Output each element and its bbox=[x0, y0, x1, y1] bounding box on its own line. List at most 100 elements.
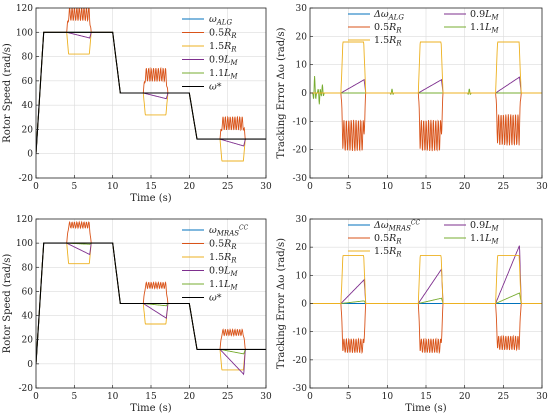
series-line-4 bbox=[310, 255, 542, 304]
y-tick-label: 40 bbox=[22, 312, 34, 322]
y-tick-label: 60 bbox=[22, 287, 34, 297]
x-tick-label: 0 bbox=[307, 392, 313, 402]
series-line-3 bbox=[310, 292, 542, 304]
y-tick-label: 30 bbox=[296, 215, 308, 225]
legend-label-3: 1.1LM​ bbox=[470, 22, 499, 35]
x-axis-label: Time (s) bbox=[130, 403, 171, 414]
legend-label-2: 0.5RR​ bbox=[374, 22, 402, 35]
x-tick-label: 5 bbox=[346, 182, 352, 192]
y-tick-label: 80 bbox=[22, 263, 34, 273]
legend-label-0: ΔωALG​ bbox=[373, 9, 404, 22]
series-line-2 bbox=[310, 303, 542, 355]
y-tick-label: 20 bbox=[296, 32, 308, 42]
plot-area bbox=[310, 41, 542, 152]
y-tick-label: -20 bbox=[293, 356, 308, 366]
y-tick-label: -20 bbox=[19, 384, 34, 394]
x-tick-label: 0 bbox=[307, 182, 313, 192]
y-tick-label: -20 bbox=[293, 146, 308, 156]
legend-label-4: 1.1LM​ bbox=[209, 279, 238, 292]
chart-panel-top-right: 0 5 10 15 20 25 30 -30 -20 -10 0 10 20 30 Tracking Err… bbox=[276, 4, 548, 192]
x-tick-label: 10 bbox=[107, 182, 119, 192]
x-axis-label: Time (s) bbox=[130, 193, 171, 204]
y-tick-label: 0 bbox=[301, 300, 307, 310]
y-tick-label: 60 bbox=[22, 77, 34, 87]
series-line-1 bbox=[36, 220, 266, 364]
y-tick-label: -10 bbox=[293, 328, 308, 338]
legend-label-3: 0.9LM​ bbox=[209, 266, 238, 279]
y-axis-label: Tracking Error Δω (rad/s) bbox=[276, 27, 287, 158]
x-tick-label: 25 bbox=[222, 392, 234, 402]
series-line-4 bbox=[310, 41, 542, 94]
x-tick-label: 30 bbox=[536, 182, 548, 192]
y-tick-label: 80 bbox=[22, 53, 34, 63]
series-line-2 bbox=[310, 92, 542, 152]
legend-label-0: ωALG​ bbox=[209, 14, 232, 27]
y-tick-label: 0 bbox=[27, 360, 33, 370]
x-tick-label: 20 bbox=[184, 392, 196, 402]
legend-label-5: ω* bbox=[209, 82, 222, 93]
x-tick-label: 10 bbox=[107, 392, 119, 402]
x-tick-label: 15 bbox=[145, 392, 157, 402]
y-tick-label: -30 bbox=[293, 384, 308, 394]
legend-label-0: ωMRASCC​ bbox=[209, 225, 249, 238]
plot-area bbox=[36, 220, 266, 376]
y-tick-label: 30 bbox=[296, 4, 308, 14]
y-tick-label: -10 bbox=[293, 117, 308, 127]
x-tick-label: 15 bbox=[145, 182, 157, 192]
x-tick-label: 0 bbox=[33, 392, 39, 402]
series-line-2 bbox=[36, 242, 266, 371]
x-tick-label: 15 bbox=[420, 392, 432, 402]
legend-label-0: ΔωMRASCC​ bbox=[373, 220, 420, 233]
y-tick-label: -20 bbox=[19, 174, 34, 184]
x-axis-label: Time (s) bbox=[405, 403, 446, 414]
y-tick-label: -30 bbox=[293, 174, 308, 184]
series-line-1 bbox=[36, 8, 266, 154]
x-tick-label: 5 bbox=[71, 182, 77, 192]
x-tick-label: 15 bbox=[420, 182, 432, 192]
legend-label-3: 1.1LM​ bbox=[470, 233, 499, 246]
series-line-3 bbox=[36, 31, 266, 154]
series-line-5 bbox=[36, 31, 266, 154]
legend-label-1: 0.9LM​ bbox=[470, 9, 499, 22]
y-tick-label: 40 bbox=[22, 101, 34, 111]
y-tick-label: 100 bbox=[16, 239, 33, 249]
y-tick-label: 0 bbox=[27, 150, 33, 160]
x-tick-label: 20 bbox=[459, 392, 471, 402]
y-axis-label: Tracking Error Δω (rad/s) bbox=[276, 238, 287, 369]
x-tick-label: 20 bbox=[184, 182, 196, 192]
legend-label-4: 1.5RR​ bbox=[374, 35, 402, 48]
x-tick-label: 25 bbox=[222, 182, 234, 192]
legend-label-5: ω* bbox=[209, 293, 222, 304]
x-tick-label: 10 bbox=[382, 392, 394, 402]
x-tick-label: 25 bbox=[498, 182, 510, 192]
x-tick-label: 5 bbox=[71, 392, 77, 402]
series-line-3 bbox=[36, 242, 266, 376]
plot-area bbox=[310, 245, 542, 355]
y-tick-label: 20 bbox=[296, 243, 308, 253]
legend: ωMRASCC​0.5RR​1.5RR​0.9LM​1.1LM​ω* bbox=[182, 225, 249, 304]
legend: ωALG​0.5RR​1.5RR​0.9LM​1.1LM​ω* bbox=[182, 14, 238, 93]
y-tick-label: 20 bbox=[22, 125, 34, 135]
legend-label-4: 1.1LM​ bbox=[209, 68, 238, 81]
series-line-5 bbox=[36, 242, 266, 364]
y-tick-label: 10 bbox=[296, 271, 308, 281]
y-axis-label: Rotor Speed (rad/s) bbox=[2, 254, 13, 354]
x-tick-label: 30 bbox=[260, 182, 272, 192]
legend-label-4: 1.5RR​ bbox=[374, 246, 402, 259]
y-tick-label: 100 bbox=[16, 28, 33, 38]
y-tick-label: 120 bbox=[16, 4, 33, 14]
x-tick-label: 10 bbox=[382, 182, 394, 192]
legend-label-2: 0.5RR​ bbox=[374, 233, 402, 246]
x-tick-label: 25 bbox=[498, 392, 510, 402]
legend-label-3: 0.9LM​ bbox=[209, 55, 238, 68]
y-axis-label: Rotor Speed (rad/s) bbox=[2, 43, 13, 143]
x-tick-label: 0 bbox=[33, 182, 39, 192]
x-tick-label: 5 bbox=[346, 392, 352, 402]
legend-label-1: 0.5RR​ bbox=[209, 28, 237, 41]
y-tick-label: 20 bbox=[22, 336, 34, 346]
y-tick-label: 0 bbox=[301, 89, 307, 99]
series-line-2 bbox=[36, 31, 266, 162]
